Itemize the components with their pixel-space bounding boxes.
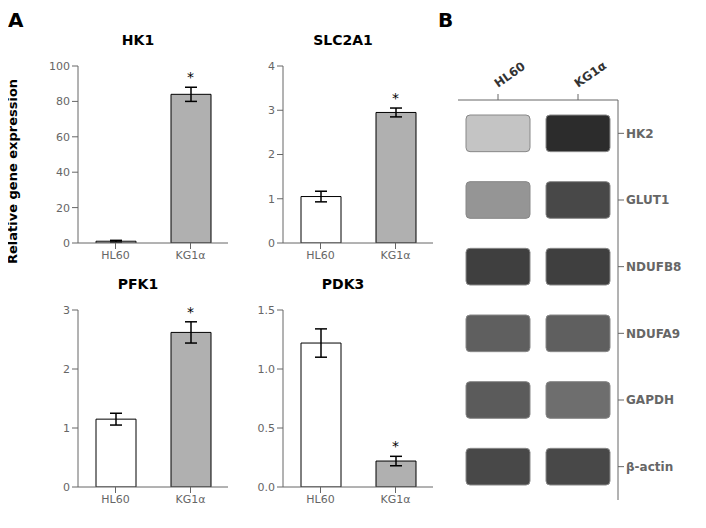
- svg-text:60: 60: [56, 131, 70, 144]
- svg-text:*: *: [187, 304, 194, 320]
- svg-text:80: 80: [56, 95, 70, 108]
- svg-text:0: 0: [63, 237, 70, 250]
- svg-text:NDUFA9: NDUFA9: [626, 327, 680, 341]
- html-text:HK1: HK1: [121, 32, 155, 48]
- svg-text:1: 1: [63, 422, 70, 435]
- svg-text:100: 100: [49, 60, 70, 73]
- svg-text:HK2: HK2: [626, 127, 654, 141]
- html-text:PDK3: PDK3: [321, 276, 365, 292]
- svg-text:HL60: HL60: [492, 59, 528, 90]
- svg-text:2: 2: [268, 148, 275, 161]
- svg-text:0.5: 0.5: [258, 422, 276, 435]
- svg-text:20: 20: [56, 202, 70, 215]
- svg-text:0.0: 0.0: [258, 481, 276, 494]
- svg-text:GLUT1: GLUT1: [626, 193, 669, 207]
- html-text:PFK1: PFK1: [117, 276, 159, 292]
- svg-text:HL60: HL60: [306, 249, 334, 262]
- svg-text:KG1α: KG1α: [176, 249, 206, 262]
- svg-text:β-actin: β-actin: [626, 460, 673, 474]
- svg-text:1: 1: [268, 193, 275, 206]
- svg-text:0: 0: [63, 481, 70, 494]
- svg-text:HL60: HL60: [101, 493, 129, 506]
- html-text:SLC2A1: SLC2A1: [313, 32, 373, 48]
- svg-text:2: 2: [63, 363, 70, 376]
- html-text:B: B: [438, 8, 454, 32]
- svg-text:1.0: 1.0: [258, 363, 276, 376]
- svg-text:3: 3: [63, 304, 70, 317]
- svg-text:KG1α: KG1α: [176, 493, 206, 506]
- svg-text:NDUFB8: NDUFB8: [626, 260, 681, 274]
- svg-text:KG1α: KG1α: [381, 493, 411, 506]
- svg-text:4: 4: [268, 60, 275, 73]
- svg-text:*: *: [187, 69, 194, 85]
- svg-text:GAPDH: GAPDH: [626, 393, 674, 407]
- svg-text:KG1α: KG1α: [381, 249, 411, 262]
- svg-text:40: 40: [56, 166, 70, 179]
- svg-text:HL60: HL60: [101, 249, 129, 262]
- html-text:Relative gene expression: Relative gene expression: [4, 78, 20, 264]
- svg-text:0: 0: [268, 237, 275, 250]
- svg-text:3: 3: [268, 104, 275, 117]
- svg-text:HL60: HL60: [306, 493, 334, 506]
- svg-text:*: *: [392, 90, 399, 106]
- svg-text:*: *: [392, 438, 399, 454]
- svg-text:1.5: 1.5: [258, 304, 276, 317]
- svg-text:KG1α: KG1α: [572, 58, 609, 90]
- html-text:A: A: [8, 8, 24, 32]
